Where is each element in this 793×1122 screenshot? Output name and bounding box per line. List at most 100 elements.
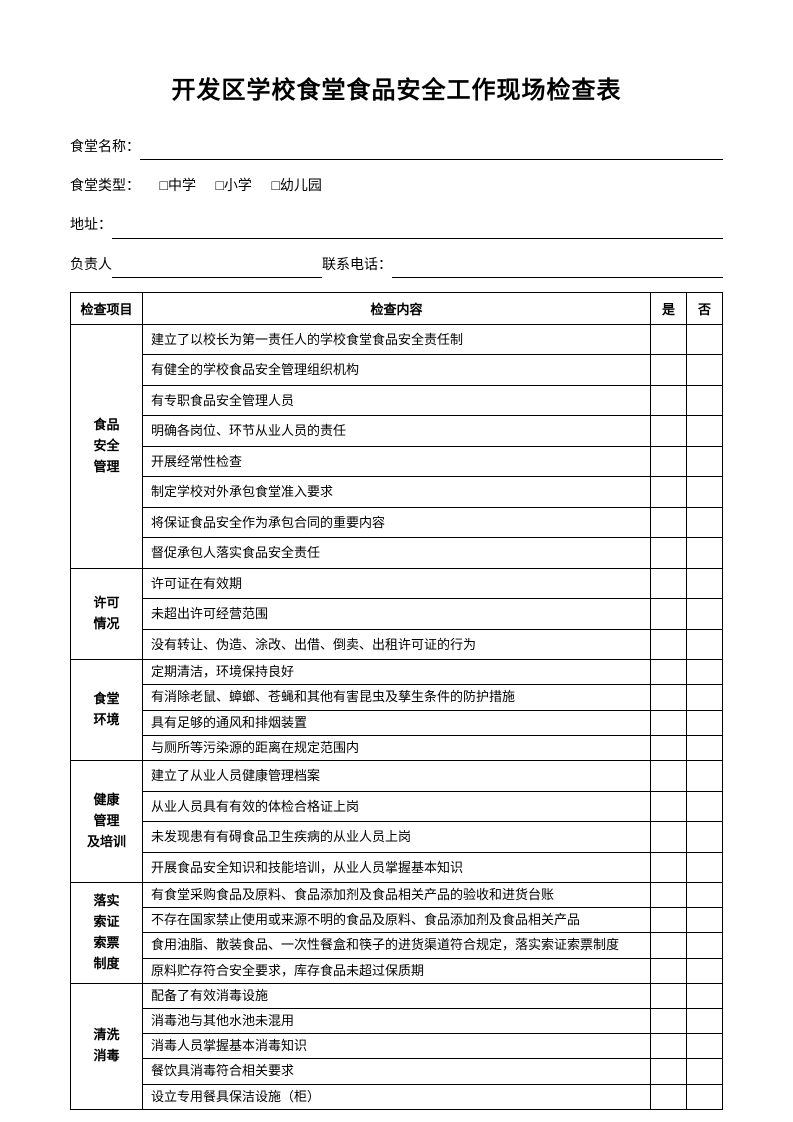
table-row: 消毒人员掌握基本消毒知识 bbox=[71, 1034, 723, 1059]
input-address[interactable] bbox=[112, 225, 723, 239]
input-phone[interactable] bbox=[392, 264, 723, 278]
content-cell: 消毒人员掌握基本消毒知识 bbox=[143, 1034, 651, 1059]
no-cell[interactable] bbox=[687, 416, 723, 447]
yes-cell[interactable] bbox=[651, 908, 687, 933]
no-cell[interactable] bbox=[687, 883, 723, 908]
no-cell[interactable] bbox=[687, 791, 723, 822]
content-cell: 督促承包人落实食品安全责任 bbox=[143, 538, 651, 569]
yes-cell[interactable] bbox=[651, 385, 687, 416]
yes-cell[interactable] bbox=[651, 791, 687, 822]
no-cell[interactable] bbox=[687, 983, 723, 1008]
no-cell[interactable] bbox=[687, 852, 723, 883]
no-cell[interactable] bbox=[687, 477, 723, 508]
yes-cell[interactable] bbox=[651, 446, 687, 477]
no-cell[interactable] bbox=[687, 629, 723, 660]
table-row: 有专职食品安全管理人员 bbox=[71, 385, 723, 416]
field-canteen-type: 食堂类型： □中学 □小学 □幼儿园 bbox=[70, 174, 723, 199]
no-cell[interactable] bbox=[687, 933, 723, 958]
content-cell: 消毒池与其他水池未混用 bbox=[143, 1008, 651, 1033]
yes-cell[interactable] bbox=[651, 599, 687, 630]
no-cell[interactable] bbox=[687, 1034, 723, 1059]
no-cell[interactable] bbox=[687, 1008, 723, 1033]
yes-cell[interactable] bbox=[651, 933, 687, 958]
no-cell[interactable] bbox=[687, 599, 723, 630]
yes-cell[interactable] bbox=[651, 1084, 687, 1109]
header-category: 检查项目 bbox=[71, 292, 143, 324]
yes-cell[interactable] bbox=[651, 735, 687, 760]
table-row: 有健全的学校食品安全管理组织机构 bbox=[71, 355, 723, 386]
no-cell[interactable] bbox=[687, 568, 723, 599]
content-cell: 配备了有效消毒设施 bbox=[143, 983, 651, 1008]
no-cell[interactable] bbox=[687, 355, 723, 386]
table-row: 未发现患有有碍食品卫生疾病的从业人员上岗 bbox=[71, 822, 723, 853]
no-cell[interactable] bbox=[687, 822, 723, 853]
no-cell[interactable] bbox=[687, 385, 723, 416]
yes-cell[interactable] bbox=[651, 660, 687, 685]
yes-cell[interactable] bbox=[651, 983, 687, 1008]
content-cell: 食用油脂、散装食品、一次性餐盒和筷子的进货渠道符合规定，落实索证索票制度 bbox=[143, 933, 651, 958]
content-cell: 明确各岗位、环节从业人员的责任 bbox=[143, 416, 651, 447]
yes-cell[interactable] bbox=[651, 685, 687, 710]
no-cell[interactable] bbox=[687, 761, 723, 792]
yes-cell[interactable] bbox=[651, 324, 687, 355]
content-cell: 从业人员具有有效的体检合格证上岗 bbox=[143, 791, 651, 822]
label-owner: 负责人 bbox=[70, 253, 112, 278]
yes-cell[interactable] bbox=[651, 538, 687, 569]
no-cell[interactable] bbox=[687, 958, 723, 983]
table-header-row: 检查项目 检查内容 是 否 bbox=[71, 292, 723, 324]
no-cell[interactable] bbox=[687, 324, 723, 355]
checkbox-middle-school[interactable]: □中学 bbox=[160, 179, 196, 194]
no-cell[interactable] bbox=[687, 446, 723, 477]
table-row: 设立专用餐具保洁设施（柜） bbox=[71, 1084, 723, 1109]
yes-cell[interactable] bbox=[651, 958, 687, 983]
no-cell[interactable] bbox=[687, 660, 723, 685]
yes-cell[interactable] bbox=[651, 416, 687, 447]
document-title: 开发区学校食堂食品安全工作现场检查表 bbox=[70, 70, 723, 105]
header-yes: 是 bbox=[651, 292, 687, 324]
yes-cell[interactable] bbox=[651, 507, 687, 538]
yes-cell[interactable] bbox=[651, 355, 687, 386]
no-cell[interactable] bbox=[687, 710, 723, 735]
yes-cell[interactable] bbox=[651, 477, 687, 508]
table-row: 督促承包人落实食品安全责任 bbox=[71, 538, 723, 569]
table-row: 食用油脂、散装食品、一次性餐盒和筷子的进货渠道符合规定，落实索证索票制度 bbox=[71, 933, 723, 958]
checkbox-primary-school[interactable]: □小学 bbox=[215, 179, 251, 194]
content-cell: 有专职食品安全管理人员 bbox=[143, 385, 651, 416]
no-cell[interactable] bbox=[687, 685, 723, 710]
yes-cell[interactable] bbox=[651, 852, 687, 883]
yes-cell[interactable] bbox=[651, 761, 687, 792]
yes-cell[interactable] bbox=[651, 1008, 687, 1033]
content-cell: 未超出许可经营范围 bbox=[143, 599, 651, 630]
label-canteen-name: 食堂名称： bbox=[70, 135, 140, 160]
no-cell[interactable] bbox=[687, 507, 723, 538]
content-cell: 与厕所等污染源的距离在规定范围内 bbox=[143, 735, 651, 760]
yes-cell[interactable] bbox=[651, 629, 687, 660]
content-cell: 许可证在有效期 bbox=[143, 568, 651, 599]
yes-cell[interactable] bbox=[651, 1034, 687, 1059]
table-row: 明确各岗位、环节从业人员的责任 bbox=[71, 416, 723, 447]
inspection-table: 检查项目 检查内容 是 否 食品安全管理建立了以校长为第一责任人的学校食堂食品安… bbox=[70, 292, 723, 1110]
no-cell[interactable] bbox=[687, 538, 723, 569]
label-phone: 联系电话： bbox=[322, 253, 392, 278]
table-row: 制定学校对外承包食堂准入要求 bbox=[71, 477, 723, 508]
checkbox-kindergarten[interactable]: □幼儿园 bbox=[271, 179, 321, 194]
no-cell[interactable] bbox=[687, 735, 723, 760]
no-cell[interactable] bbox=[687, 1059, 723, 1084]
yes-cell[interactable] bbox=[651, 710, 687, 735]
table-row: 餐饮具消毒符合相关要求 bbox=[71, 1059, 723, 1084]
input-canteen-name[interactable] bbox=[140, 146, 723, 160]
no-cell[interactable] bbox=[687, 1084, 723, 1109]
yes-cell[interactable] bbox=[651, 883, 687, 908]
content-cell: 建立了以校长为第一责任人的学校食堂食品安全责任制 bbox=[143, 324, 651, 355]
yes-cell[interactable] bbox=[651, 568, 687, 599]
category-cell: 食堂环境 bbox=[71, 660, 143, 761]
no-cell[interactable] bbox=[687, 908, 723, 933]
table-row: 不存在国家禁止使用或来源不明的食品及原料、食品添加剂及食品相关产品 bbox=[71, 908, 723, 933]
yes-cell[interactable] bbox=[651, 822, 687, 853]
input-owner[interactable] bbox=[112, 264, 322, 278]
yes-cell[interactable] bbox=[651, 1059, 687, 1084]
content-cell: 建立了从业人员健康管理档案 bbox=[143, 761, 651, 792]
content-cell: 具有足够的通风和排烟装置 bbox=[143, 710, 651, 735]
content-cell: 原料贮存符合安全要求，库存食品未超过保质期 bbox=[143, 958, 651, 983]
table-row: 与厕所等污染源的距离在规定范围内 bbox=[71, 735, 723, 760]
